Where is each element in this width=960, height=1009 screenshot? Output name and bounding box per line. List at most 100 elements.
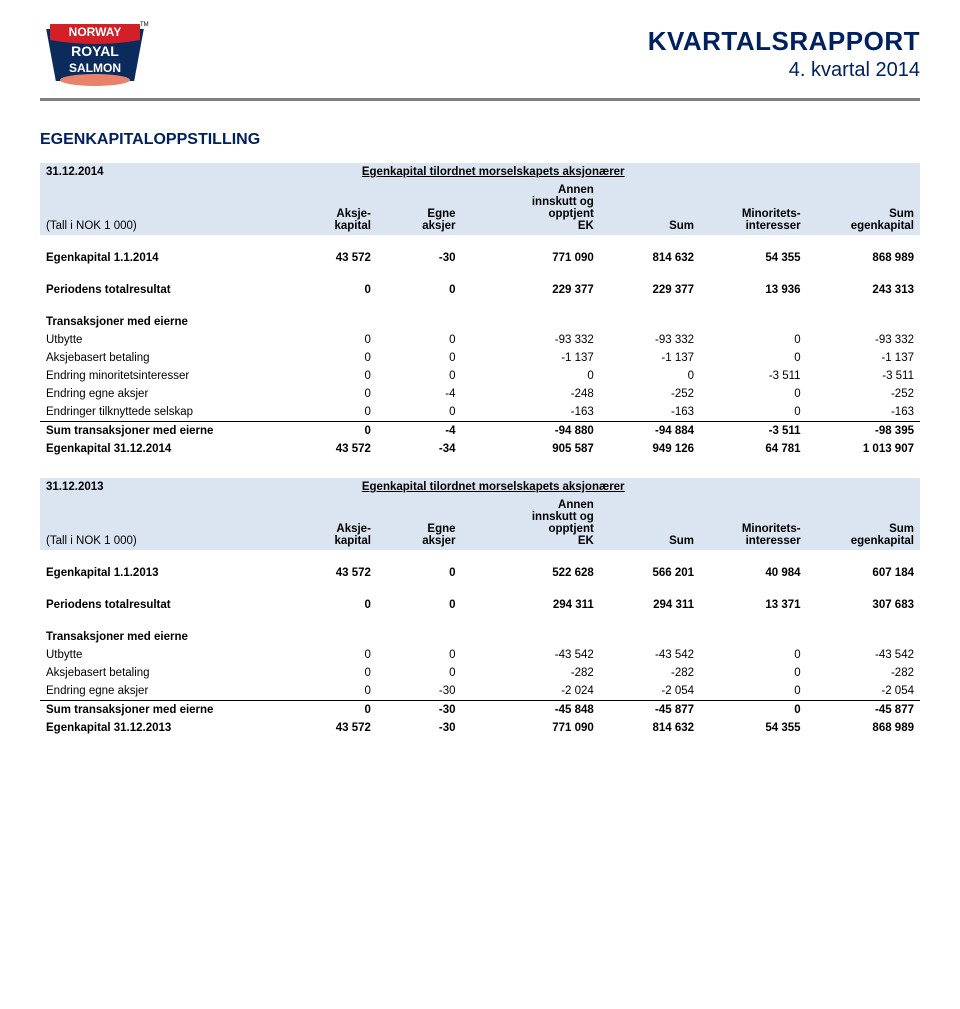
cell: -248 xyxy=(462,385,600,403)
col-header: Egne aksjer xyxy=(377,496,462,550)
cell: -45 848 xyxy=(462,701,600,720)
cell: -3 511 xyxy=(807,367,920,385)
cell: 0 xyxy=(377,367,462,385)
row-label: Utbytte xyxy=(40,646,286,664)
svg-text:TM: TM xyxy=(140,22,149,28)
blank-cell xyxy=(807,478,920,496)
row-label: Egenkapital 31.12.2014 xyxy=(40,440,286,458)
row-label: Endring minoritetsinteresser xyxy=(40,367,286,385)
cell: -30 xyxy=(377,701,462,720)
cell: -45 877 xyxy=(807,701,920,720)
row-label: Utbytte xyxy=(40,331,286,349)
blank-cell xyxy=(807,163,920,181)
unit-label: (Tall i NOK 1 000) xyxy=(40,181,286,235)
row-label: Periodens totalresultat xyxy=(40,281,286,299)
cell xyxy=(377,313,462,331)
cell xyxy=(286,313,377,331)
cell: -252 xyxy=(600,385,700,403)
cell: 0 xyxy=(286,367,377,385)
cell xyxy=(807,628,920,646)
cell: 43 572 xyxy=(286,564,377,582)
cell: -282 xyxy=(807,664,920,682)
row-label: Periodens totalresultat xyxy=(40,596,286,614)
report-subtitle: 4. kvartal 2014 xyxy=(648,59,920,82)
cell xyxy=(600,628,700,646)
cell: 0 xyxy=(377,281,462,299)
cell: 294 311 xyxy=(462,596,600,614)
cell: -43 542 xyxy=(462,646,600,664)
super-header: Egenkapital tilordnet morselskapets aksj… xyxy=(286,163,700,181)
row-label: Endring egne aksjer xyxy=(40,682,286,701)
col-header: Annen innskutt og opptjent EK xyxy=(462,496,600,550)
cell: -4 xyxy=(377,422,462,441)
cell: -2 054 xyxy=(807,682,920,701)
cell: -163 xyxy=(807,403,920,422)
cell: 0 xyxy=(286,331,377,349)
col-header: Egne aksjer xyxy=(377,181,462,235)
cell: 43 572 xyxy=(286,249,377,267)
cell: 54 355 xyxy=(700,719,807,737)
cell xyxy=(600,313,700,331)
cell: 0 xyxy=(377,664,462,682)
cell: 0 xyxy=(286,701,377,720)
blank-cell xyxy=(700,478,807,496)
cell: 0 xyxy=(600,367,700,385)
cell: 0 xyxy=(462,367,600,385)
col-header: Aksje- kapital xyxy=(286,496,377,550)
cell xyxy=(286,628,377,646)
cell: 40 984 xyxy=(700,564,807,582)
cell: 771 090 xyxy=(462,249,600,267)
section-title: EGENKAPITALOPPSTILLING xyxy=(40,131,920,149)
cell: 13 936 xyxy=(700,281,807,299)
cell: -2 024 xyxy=(462,682,600,701)
super-header: Egenkapital tilordnet morselskapets aksj… xyxy=(286,478,700,496)
logo-text-top: NORWAY xyxy=(69,25,122,39)
cell: 0 xyxy=(377,349,462,367)
cell: 13 371 xyxy=(700,596,807,614)
cell xyxy=(462,313,600,331)
col-header: Annen innskutt og opptjent EK xyxy=(462,181,600,235)
cell: -282 xyxy=(600,664,700,682)
row-label: Egenkapital 1.1.2014 xyxy=(40,249,286,267)
cell: -94 884 xyxy=(600,422,700,441)
cell: 43 572 xyxy=(286,440,377,458)
cell: -93 332 xyxy=(600,331,700,349)
cell: -1 137 xyxy=(462,349,600,367)
cell: 814 632 xyxy=(600,249,700,267)
cell: -30 xyxy=(377,682,462,701)
row-label: Transaksjoner med eierne xyxy=(40,313,286,331)
cell: 0 xyxy=(286,349,377,367)
col-header: Sum egenkapital xyxy=(807,181,920,235)
cell: 771 090 xyxy=(462,719,600,737)
cell xyxy=(462,628,600,646)
equity-table-2013: 31.12.2013 Egenkapital tilordnet morsels… xyxy=(40,478,920,737)
cell: 814 632 xyxy=(600,719,700,737)
cell: -282 xyxy=(462,664,600,682)
col-header: Sum xyxy=(600,181,700,235)
logo-text-mid: ROYAL xyxy=(71,43,119,59)
cell: 0 xyxy=(700,331,807,349)
row-label: Endring egne aksjer xyxy=(40,385,286,403)
cell: -43 542 xyxy=(807,646,920,664)
page-header: NORWAY ROYAL SALMON TM KVARTALSRAPPORT 4… xyxy=(40,20,920,90)
row-label: Aksjebasert betaling xyxy=(40,349,286,367)
cell: 43 572 xyxy=(286,719,377,737)
col-header: Aksje- kapital xyxy=(286,181,377,235)
cell: -163 xyxy=(462,403,600,422)
cell: 522 628 xyxy=(462,564,600,582)
cell: 0 xyxy=(700,349,807,367)
header-title-block: KVARTALSRAPPORT 4. kvartal 2014 xyxy=(648,26,920,82)
blank-cell xyxy=(700,163,807,181)
cell: 307 683 xyxy=(807,596,920,614)
cell: 566 201 xyxy=(600,564,700,582)
row-label: Endringer tilknyttede selskap xyxy=(40,403,286,422)
cell: 868 989 xyxy=(807,249,920,267)
row-label: Egenkapital 1.1.2013 xyxy=(40,564,286,582)
table-date: 31.12.2014 xyxy=(40,163,286,181)
cell: 0 xyxy=(377,403,462,422)
cell: -93 332 xyxy=(807,331,920,349)
cell: 0 xyxy=(286,664,377,682)
cell: 0 xyxy=(700,701,807,720)
cell: -4 xyxy=(377,385,462,403)
cell: -30 xyxy=(377,249,462,267)
